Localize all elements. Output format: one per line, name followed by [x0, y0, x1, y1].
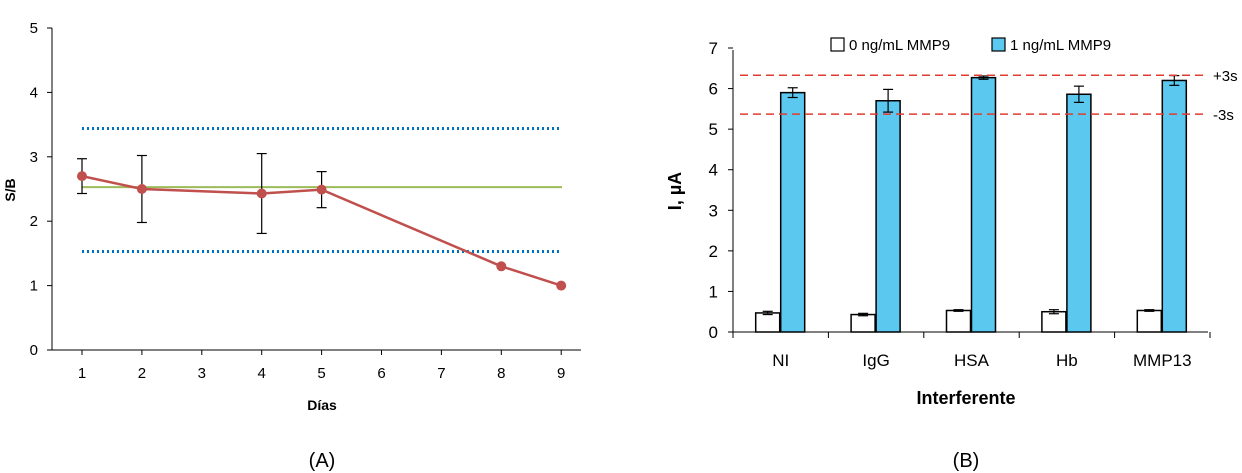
- chart-b-bar: [1066, 93, 1092, 333]
- chart-b-y-axis-label: I, µA: [665, 172, 685, 210]
- chart-a-series-line: [81, 174, 562, 287]
- chart-b-category-label: MMP13: [1133, 351, 1192, 370]
- chart-a-y-tick-label: 3: [30, 149, 38, 166]
- chart-b-y-tick-label: 4: [709, 161, 718, 180]
- chart-b-caption: (B): [953, 450, 980, 472]
- chart-b-bar: [1041, 310, 1067, 333]
- chart-b-reference-label: -3s: [1213, 107, 1234, 124]
- chart-b-bar: [945, 309, 972, 333]
- chart-b-legend-swatch: [830, 37, 845, 52]
- chart-b-y-tick-label: 7: [709, 39, 718, 58]
- chart-b-bar: [875, 100, 901, 333]
- chart-b: 0 1 2 3 4 5 6 7 NI IgG HSA Hb MMP13 +3s -3s 0 ng/mL …: [665, 37, 1238, 472]
- chart-b-x-axis-label: Interferente: [916, 388, 1015, 408]
- chart-b-y-tick-label: 2: [709, 242, 718, 261]
- chart-a-x-tick-label: 2: [138, 365, 146, 382]
- chart-b-category-label: HSA: [954, 351, 990, 370]
- chart-b-legend-label: 0 ng/mL MMP9: [849, 37, 950, 54]
- chart-a-x-axis-label: Días: [307, 397, 337, 413]
- chart-b-y-tick-label: 0: [709, 323, 718, 342]
- chart-a-y-tick-label: 0: [30, 342, 38, 359]
- chart-a-x-tick-label: 5: [317, 365, 325, 382]
- chart-a-data-point: [496, 261, 507, 272]
- chart-a: 0 1 2 3 4 5 1 2 3 4 5 6 7 8 9 Días S/B (A): [2, 20, 581, 472]
- chart-a-y-tick-label: 4: [30, 84, 38, 101]
- chart-b-bar: [754, 312, 781, 333]
- chart-b-reference-label: +3s: [1213, 68, 1238, 85]
- chart-a-y-axis-label: S/B: [2, 178, 18, 201]
- chart-a-x-tick-label: 9: [557, 365, 565, 382]
- chart-b-bar: [779, 91, 806, 333]
- chart-a-y-tick-label: 5: [30, 20, 38, 37]
- chart-b-y-tick-label: 3: [709, 201, 718, 220]
- chart-a-x-tick-label: 7: [437, 365, 445, 382]
- chart-b-y-tick-label: 6: [709, 80, 718, 99]
- chart-b-category-label: NI: [772, 351, 789, 370]
- chart-b-bar: [850, 313, 876, 333]
- chart-b-y-tick-label: 1: [709, 282, 718, 301]
- chart-b-legend-swatch: [991, 37, 1006, 52]
- chart-a-data-point: [556, 280, 567, 291]
- chart-b-category-label: Hb: [1056, 351, 1078, 370]
- chart-a-caption: (A): [309, 450, 336, 472]
- chart-a-y-tick-label: 1: [30, 278, 38, 295]
- chart-a-data-point: [77, 171, 87, 182]
- chart-b-bar: [970, 76, 997, 333]
- chart-b-bar: [1136, 309, 1163, 333]
- chart-b-category-label: IgG: [862, 351, 889, 370]
- chart-a-x-tick-label: 1: [78, 365, 86, 382]
- chart-a-data-point: [256, 188, 267, 199]
- chart-b-bar: [1161, 79, 1188, 333]
- chart-b-legend-label: 1 ng/mL MMP9: [1010, 37, 1111, 54]
- chart-a-x-tick-label: 4: [258, 365, 266, 382]
- chart-a-x-tick-label: 6: [377, 365, 385, 382]
- chart-a-x-tick-label: 8: [497, 365, 505, 382]
- chart-a-data-point: [136, 184, 147, 194]
- chart-a-y-tick-label: 2: [30, 213, 38, 230]
- chart-a-data-point: [316, 184, 327, 195]
- chart-a-x-tick-label: 3: [198, 365, 206, 382]
- chart-b-y-tick-label: 5: [709, 120, 718, 139]
